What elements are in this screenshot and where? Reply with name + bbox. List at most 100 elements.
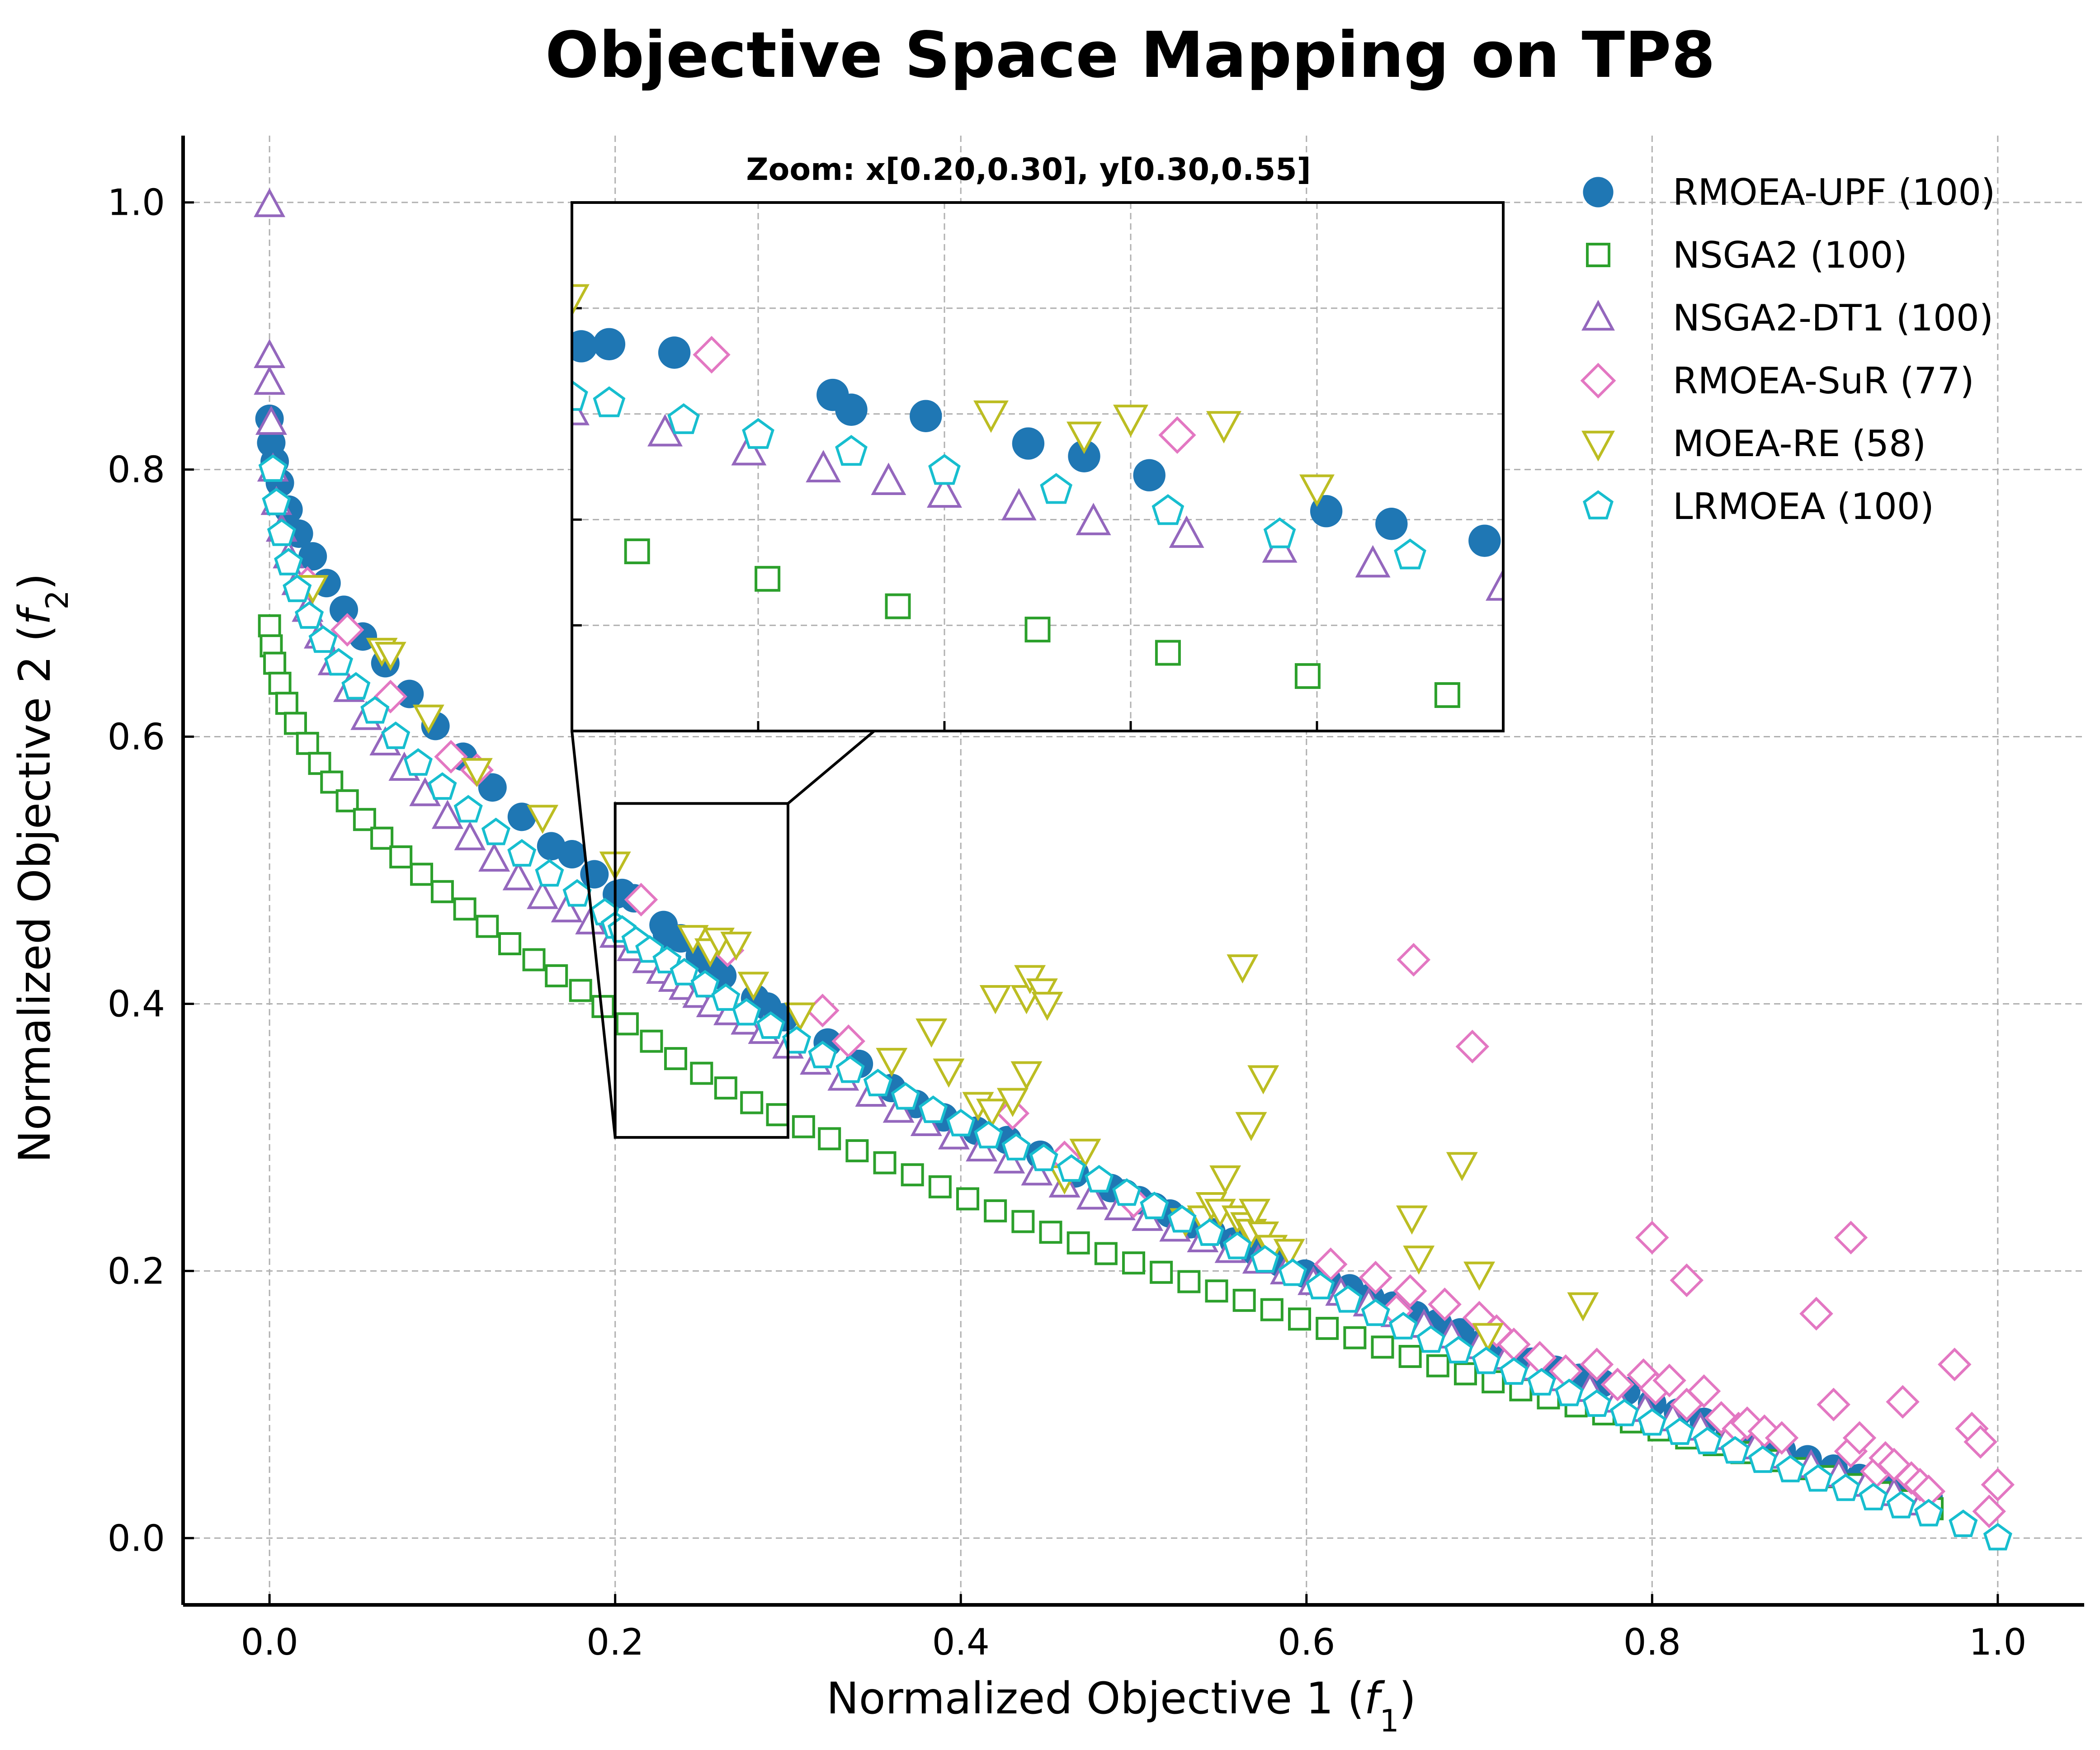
point-nsga2 [1482,1370,1505,1394]
zoom-inset: Zoom: x[0.20,0.30], y[0.30,0.55] [571,152,1505,1139]
inset-point-moea-re [1113,405,1148,437]
legend-item-moea-re: MOEA-RE (58) [1581,423,1926,465]
point-nsga2 [956,1187,980,1211]
point-moea-re [784,1002,816,1032]
point-lrmoea [1859,1482,1888,1510]
point-nsga2 [1232,1288,1256,1312]
point-moea-re [461,758,493,788]
main-axes: 0.0 0.2 0.4 0.6 0.8 1.0 0.0 0.2 0.4 0.6 0.8 1.0 [108,136,2084,1663]
point-rmoea-sur [1963,1425,1997,1459]
point-lrmoea [1776,1454,1805,1482]
point-nsga2 [1453,1362,1477,1386]
point-rmoea-upf [557,840,586,869]
point-rmoea-sur [806,993,840,1028]
point-lrmoea [711,983,741,1011]
legend-label: RMOEA-SuR (77) [1673,360,1974,402]
point-nsga2 [258,614,281,637]
inset-point-rmoea-upf [1012,427,1045,460]
point-nsga2-dt1 [1076,1180,1108,1210]
point-lrmoea [1499,1357,1529,1385]
point-rmoea-sur [1765,1421,1799,1455]
point-lrmoea [1084,1165,1114,1193]
point-nsga2 [1205,1279,1228,1303]
point-nsga2 [1067,1231,1090,1255]
y-tick-label: 0.2 [108,1250,165,1292]
point-nsga2 [640,1029,663,1053]
inset-point-nsga2-dt1 [871,462,906,495]
point-lrmoea [1582,1389,1612,1417]
point-lrmoea [670,958,699,986]
legend-marker-nsga2 [1586,243,1610,267]
point-moea-re [1235,1112,1267,1142]
point-moea-re [1239,1198,1271,1228]
point-lrmoea [1029,1143,1058,1171]
point-moea-re [1446,1152,1478,1181]
inset-point-moea-re [1067,421,1102,454]
point-lrmoea [732,998,761,1026]
point-lrmoea [324,648,354,676]
point-rmoea-sur [1938,1347,1972,1382]
inset-point-lrmoea [1151,494,1184,525]
point-nsga2 [1260,1298,1284,1321]
legend-label: NSGA2-DT1 (100) [1673,297,1993,339]
inset-point-nsga2-dt1 [1001,488,1037,521]
point-lrmoea [1112,1178,1142,1206]
point-nsga2-dt1 [255,406,287,435]
point-lrmoea [1527,1368,1556,1396]
inset-series-moea-re [572,284,1335,507]
point-nsga2 [901,1163,924,1187]
point-lrmoea [1444,1335,1473,1363]
inset-point-nsga2-dt1 [731,433,767,466]
point-nsga2 [410,863,434,886]
point-lrmoea [974,1121,1003,1149]
legend-item-lrmoea: LRMOEA (100) [1583,486,1934,528]
inset-point-nsga2 [885,593,911,619]
legend: RMOEA-UPF (100) NSGA2 (100) NSGA2-DT1 (100… [1580,171,1995,528]
point-nsga2 [984,1199,1007,1222]
point-lrmoea [1361,1298,1390,1326]
point-moea-re [976,1099,1008,1128]
inset-point-lrmoea [742,418,774,449]
legend-label: LRMOEA (100) [1673,486,1934,528]
point-rmoea-sur [1834,1221,1868,1255]
point-rmoea-sur [1817,1387,1850,1422]
inset-title: Zoom: x[0.20,0.30], y[0.30,0.55] [746,152,1311,188]
inset-point-rmoea-upf [1468,524,1501,557]
point-nsga2 [1039,1221,1062,1244]
point-moea-re [876,1047,908,1077]
point-rmoea-upf [478,773,507,802]
point-rmoea-sur [624,882,658,917]
point-lrmoea [453,795,483,823]
point-moea-re [527,805,559,834]
chart-title: Objective Space Mapping on TP8 [545,19,1715,92]
point-nsga2 [690,1061,713,1085]
inset-point-nsga2 [624,538,650,565]
point-nsga2-dt1 [551,893,583,923]
point-lrmoea [1638,1408,1667,1436]
point-nsga2 [476,915,499,938]
inset-point-moea-re [572,284,590,317]
inset-point-rmoea-sur [1158,416,1196,454]
point-moea-re [720,931,752,961]
point-moea-re [1273,1239,1305,1268]
point-rmoea-sur [1428,1287,1462,1321]
x-tick-label: 0.2 [586,1621,644,1663]
point-nsga2-dt1 [454,821,486,850]
inset-point-nsga2-dt1 [927,475,962,508]
point-lrmoea [267,518,296,546]
legend-label: MOEA-RE (58) [1673,423,1926,465]
point-lrmoea [690,970,720,998]
point-nsga2 [320,770,344,794]
inset-point-rmoea-upf [658,336,691,369]
point-lrmoea [1222,1231,1252,1259]
legend-label: NSGA2 (100) [1673,234,1907,276]
inset-point-nsga2-dt1 [1355,545,1391,578]
inset-point-rmoea-upf [1375,508,1408,540]
point-lrmoea [1665,1417,1694,1445]
point-nsga2 [263,651,287,675]
point-nsga2 [1122,1251,1145,1275]
point-nsga2-dt1 [254,188,286,217]
point-lrmoea [1983,1523,2012,1551]
point-lrmoea [1693,1426,1722,1454]
